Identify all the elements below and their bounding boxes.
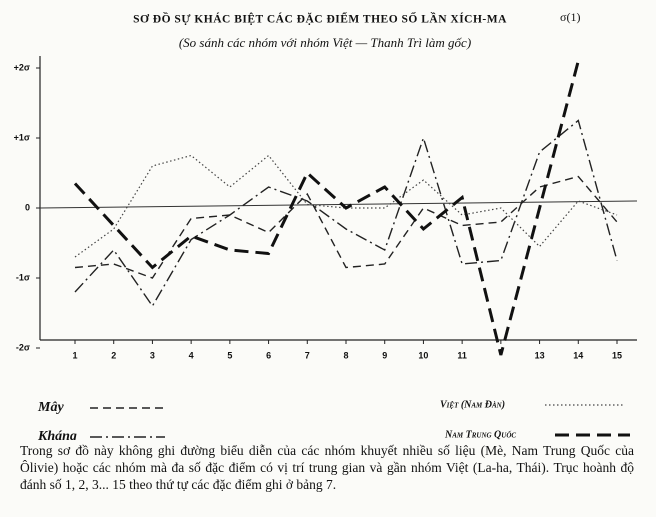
x-tick-label: 5 (227, 350, 232, 360)
zero-line (39, 200, 638, 209)
y-tick-label: +1σ (14, 132, 30, 142)
series-line (74, 119, 618, 308)
chart: SƠ ĐỒ SỰ KHÁC BIỆT CÁC ĐẶC ĐIỂM THEO SỐ … (14, 10, 638, 440)
legend-label: Việt (Nam Đàn) (440, 399, 505, 410)
series-line (73, 60, 580, 356)
caption: Trong sơ đồ này không ghi đường biểu diễ… (20, 443, 634, 492)
title-mark: σ(1) (560, 10, 580, 24)
x-tick-label: 8 (343, 350, 348, 360)
x-tick-label: 10 (418, 350, 428, 360)
chart-subtitle: (So sánh các nhóm với nhóm Việt — Thanh … (179, 35, 471, 50)
x-tick-label: 3 (150, 350, 155, 360)
legend-label: Nam Trung Quốc (444, 429, 516, 440)
y-tick-label: +2σ (14, 62, 30, 72)
series-line (74, 154, 618, 258)
x-tick-label: 9 (382, 350, 387, 360)
x-tick-label: 13 (535, 350, 545, 360)
y-tick-label: -2σ (16, 342, 30, 352)
chart-title: SƠ ĐỒ SỰ KHÁC BIỆT CÁC ĐẶC ĐIỂM THEO SỐ … (133, 11, 507, 26)
x-tick-label: 1 (72, 350, 77, 360)
x-tick-label: 11 (457, 350, 467, 360)
y-tick-label: 0 (25, 202, 30, 212)
x-tick-label: 4 (189, 350, 194, 360)
legend-label: Mây (37, 400, 64, 415)
x-tick-label: 6 (266, 350, 271, 360)
series-line (74, 175, 618, 279)
x-tick-label: 15 (612, 350, 622, 360)
y-tick-label: -1σ (16, 272, 30, 282)
x-tick-label: 14 (573, 350, 583, 360)
x-tick-label: 7 (305, 350, 310, 360)
x-tick-label: 2 (111, 350, 116, 360)
legend-label: Kháng (37, 429, 77, 440)
